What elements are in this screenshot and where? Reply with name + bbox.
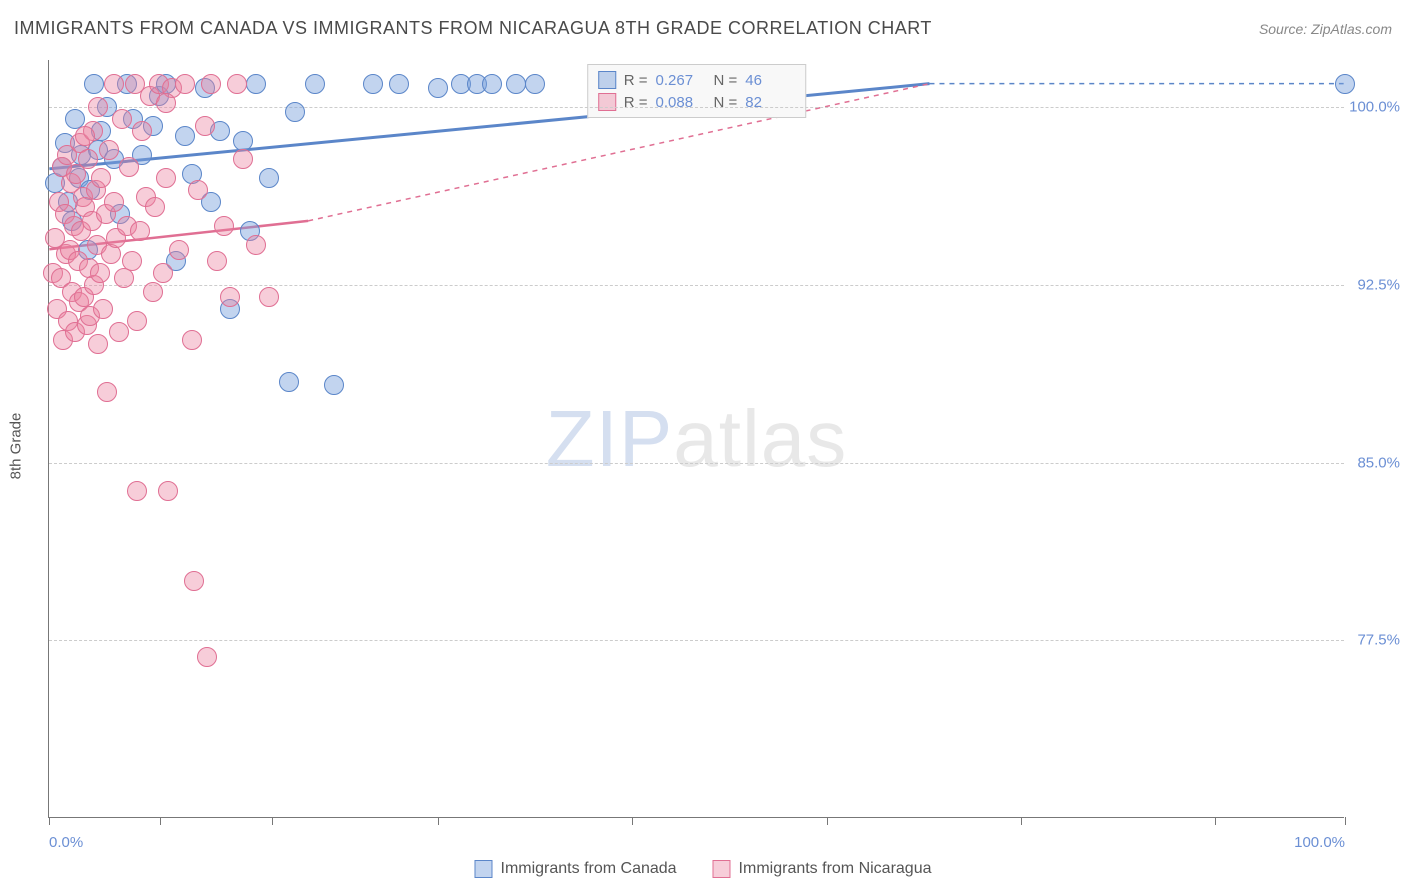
scatter-point-nicaragua [119,157,139,177]
scatter-point-canada [285,102,305,122]
scatter-point-canada [84,74,104,94]
legend-row-nicaragua: R = 0.088 N = 82 [598,91,796,113]
scatter-point-canada [324,375,344,395]
xtick [160,817,161,825]
scatter-point-canada [259,168,279,188]
scatter-point-nicaragua [143,282,163,302]
scatter-point-nicaragua [188,180,208,200]
watermark-atlas: atlas [673,394,847,483]
scatter-point-nicaragua [104,74,124,94]
scatter-point-nicaragua [153,263,173,283]
xtick [827,817,828,825]
scatter-point-nicaragua [207,251,227,271]
swatch-canada-bottom [474,860,492,878]
r-value-canada: 0.267 [656,72,706,89]
legend-item-canada: Immigrants from Canada [474,860,676,878]
scatter-point-nicaragua [169,240,189,260]
xtick [1345,817,1346,825]
scatter-point-nicaragua [156,93,176,113]
scatter-point-nicaragua [91,168,111,188]
scatter-point-canada [506,74,526,94]
scatter-point-nicaragua [127,481,147,501]
ytick-label: 85.0% [1357,454,1400,471]
gridline [49,640,1344,641]
scatter-point-nicaragua [158,481,178,501]
legend-row-canada: R = 0.267 N = 46 [598,69,796,91]
swatch-nicaragua-bottom [713,860,731,878]
source-label: Source: ZipAtlas.com [1259,21,1392,37]
ytick-label: 92.5% [1357,277,1400,294]
n-prefix-canada: N = [714,72,738,89]
n-value-canada: 46 [745,72,795,89]
scatter-point-nicaragua [145,197,165,217]
stats-legend: R = 0.267 N = 46 R = 0.088 N = 82 [587,64,807,118]
bottom-legend: Immigrants from Canada Immigrants from N… [474,860,931,878]
y-axis-label: 8th Grade [8,413,25,480]
scatter-point-nicaragua [75,126,95,146]
scatter-point-nicaragua [201,74,221,94]
watermark-zip: ZIP [546,394,673,483]
scatter-point-nicaragua [88,97,108,117]
title-bar: IMMIGRANTS FROM CANADA VS IMMIGRANTS FRO… [14,18,1392,39]
scatter-point-canada [175,126,195,146]
ytick-label: 100.0% [1349,99,1400,116]
scatter-point-nicaragua [97,382,117,402]
xtick-label: 0.0% [49,834,83,851]
scatter-point-canada [305,74,325,94]
scatter-point-nicaragua [195,116,215,136]
legend-label-canada: Immigrants from Canada [500,860,676,878]
scatter-point-canada [363,74,383,94]
r-prefix-canada: R = [624,72,648,89]
xtick [632,817,633,825]
scatter-point-nicaragua [122,251,142,271]
gridline [49,107,1344,108]
watermark: ZIPatlas [546,393,847,485]
scatter-point-nicaragua [246,235,266,255]
legend-label-nicaragua: Immigrants from Nicaragua [739,860,932,878]
scatter-point-nicaragua [93,299,113,319]
scatter-point-nicaragua [182,330,202,350]
ytick-label: 77.5% [1357,632,1400,649]
xtick [438,817,439,825]
scatter-point-nicaragua [214,216,234,236]
scatter-point-canada [246,74,266,94]
scatter-point-nicaragua [156,168,176,188]
scatter-point-nicaragua [104,192,124,212]
scatter-point-nicaragua [259,287,279,307]
gridline [49,285,1344,286]
scatter-point-nicaragua [130,221,150,241]
xtick [1215,817,1216,825]
xtick [1021,817,1022,825]
scatter-point-nicaragua [220,287,240,307]
scatter-point-canada [1335,74,1355,94]
scatter-point-nicaragua [112,109,132,129]
xtick [272,817,273,825]
legend-item-nicaragua: Immigrants from Nicaragua [713,860,932,878]
scatter-point-canada [428,78,448,98]
scatter-point-nicaragua [127,311,147,331]
scatter-point-nicaragua [184,571,204,591]
scatter-point-nicaragua [197,647,217,667]
scatter-point-nicaragua [78,149,98,169]
scatter-point-canada [482,74,502,94]
chart-title: IMMIGRANTS FROM CANADA VS IMMIGRANTS FRO… [14,18,932,39]
scatter-point-canada [525,74,545,94]
scatter-point-nicaragua [227,74,247,94]
swatch-canada [598,71,616,89]
trend-lines [49,60,1344,817]
xtick-label: 100.0% [1294,834,1345,851]
scatter-point-nicaragua [90,263,110,283]
scatter-point-nicaragua [233,149,253,169]
scatter-point-canada [233,131,253,151]
scatter-point-nicaragua [109,322,129,342]
xtick [49,817,50,825]
plot-area: ZIPatlas R = 0.267 N = 46 R = 0.088 N = … [48,60,1344,818]
scatter-point-nicaragua [88,334,108,354]
scatter-point-canada [279,372,299,392]
gridline [49,463,1344,464]
scatter-point-canada [389,74,409,94]
scatter-point-nicaragua [132,121,152,141]
scatter-point-nicaragua [175,74,195,94]
scatter-point-nicaragua [99,140,119,160]
